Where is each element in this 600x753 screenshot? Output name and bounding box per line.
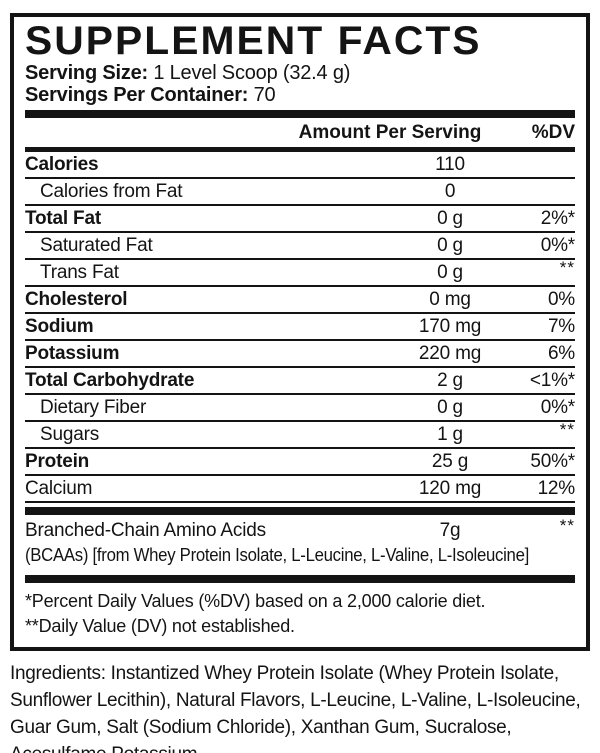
divider-thick xyxy=(25,507,575,515)
nutrient-name: Potassium xyxy=(25,343,120,364)
nutrient-name: Sodium xyxy=(25,316,94,337)
ingredients-text: Ingredients: Instantized Whey Protein Is… xyxy=(10,663,581,753)
serving-size-value: 1 Level Scoop (32.4 g) xyxy=(148,62,351,84)
nutrient-amount: 0 g xyxy=(437,262,463,283)
nutrient-amount: 110 xyxy=(435,154,465,175)
nutrient-name: Total Carbohydrate xyxy=(25,370,195,391)
divider-thick xyxy=(25,110,575,118)
nutrient-name: Calcium xyxy=(25,478,93,499)
nutrient-name: Saturated Fat xyxy=(40,235,153,256)
footnote-daily-values: *Percent Daily Values (%DV) based on a 2… xyxy=(25,591,486,611)
footnotes: *Percent Daily Values (%DV) based on a 2… xyxy=(25,583,575,641)
nutrient-dv: 0% xyxy=(547,289,575,310)
nutrient-amount: 0 g xyxy=(437,397,463,418)
bcaa-detail: (BCAAs) [from Whey Protein Isolate, L-Le… xyxy=(25,545,529,565)
nutrient-amount: 1 g xyxy=(437,424,463,445)
nutrient-amount: 120 mg xyxy=(418,478,482,499)
nutrient-dv: 0%* xyxy=(540,397,575,418)
nutrient-name: Calories xyxy=(25,154,99,175)
nutrient-amount: 0 xyxy=(444,181,456,202)
servings-per-container-value: 70 xyxy=(248,84,276,106)
nutrient-dv: 2%* xyxy=(540,208,575,229)
table-row-total-carbohydrate: Total Carbohydrate 2 g <1%* xyxy=(25,366,575,393)
serving-size-label: Serving Size: xyxy=(25,62,148,84)
nutrient-dv: ** xyxy=(559,258,575,277)
table-row-calories: Calories 110 xyxy=(25,152,575,177)
nutrient-amount: 0 mg xyxy=(429,289,471,310)
table-row-sodium: Sodium 170 mg 7% xyxy=(25,312,575,339)
panel-title: SUPPLEMENT FACTS xyxy=(25,19,482,63)
nutrient-amount: 25 g xyxy=(431,451,469,472)
table-row-trans-fat: Trans Fat 0 g ** xyxy=(25,258,575,285)
nutrient-name: Cholesterol xyxy=(25,289,128,310)
table-row-cholesterol: Cholesterol 0 mg 0% xyxy=(25,285,575,312)
dv-header: %DV xyxy=(531,122,575,143)
table-header-row: Amount Per Serving %DV xyxy=(25,118,575,147)
nutrient-dv: 6% xyxy=(547,343,575,364)
table-row-total-fat: Total Fat 0 g 2%* xyxy=(25,204,575,231)
table-row-bcaa: Branched-Chain Amino Acids 7g ** xyxy=(25,515,575,543)
nutrient-amount: 2 g xyxy=(437,370,463,391)
table-row-potassium: Potassium 220 mg 6% xyxy=(25,339,575,366)
nutrient-name: Trans Fat xyxy=(40,262,119,283)
nutrient-amount: 170 mg xyxy=(418,316,482,337)
nutrient-dv: ** xyxy=(559,516,575,535)
nutrient-name: Branched-Chain Amino Acids xyxy=(25,520,266,541)
table-row-protein: Protein 25 g 50%* xyxy=(25,447,575,474)
nutrient-dv: 0%* xyxy=(540,235,575,256)
nutrient-amount: 0 g xyxy=(437,235,463,256)
servings-per-container-line: Servings Per Container: 70 xyxy=(25,84,575,106)
nutrient-dv: 7% xyxy=(547,316,575,337)
nutrient-name: Dietary Fiber xyxy=(40,397,147,418)
nutrient-name: Protein xyxy=(25,451,90,472)
nutrient-name: Calories from Fat xyxy=(40,181,183,202)
nutrient-name: Sugars xyxy=(40,424,100,445)
table-row-calcium: Calcium 120 mg 12% xyxy=(25,474,575,503)
nutrient-amount: 0 g xyxy=(437,208,463,229)
nutrient-name: Total Fat xyxy=(25,208,101,229)
table-row-saturated-fat: Saturated Fat 0 g 0%* xyxy=(25,231,575,258)
nutrient-dv: 12% xyxy=(537,478,576,499)
nutrient-dv: <1%* xyxy=(529,370,575,391)
table-row-calories-from-fat: Calories from Fat 0 xyxy=(25,177,575,204)
serving-size-line: Serving Size: 1 Level Scoop (32.4 g) xyxy=(25,62,575,84)
divider-header xyxy=(25,147,575,152)
table-row-dietary-fiber: Dietary Fiber 0 g 0%* xyxy=(25,393,575,420)
nutrient-amount: 220 mg xyxy=(418,343,482,364)
footnote-not-established: **Daily Value (DV) not established. xyxy=(25,616,295,636)
nutrient-dv: ** xyxy=(559,420,575,439)
nutrient-dv: 50%* xyxy=(530,451,575,472)
servings-per-container-label: Servings Per Container: xyxy=(25,84,249,106)
nutrient-amount: 7g xyxy=(439,520,461,541)
table-row-sugars: Sugars 1 g ** xyxy=(25,420,575,447)
supplement-facts-panel: SUPPLEMENT FACTS Serving Size: 1 Level S… xyxy=(10,13,590,651)
amount-per-serving-header: Amount Per Serving xyxy=(298,122,482,143)
divider-thick xyxy=(25,575,575,583)
